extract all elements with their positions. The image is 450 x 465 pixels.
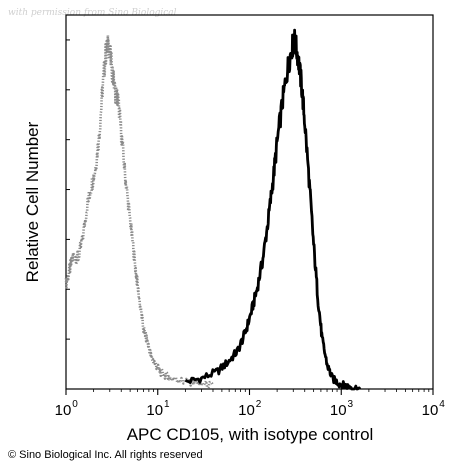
- x-tick-exponent: 3: [347, 399, 353, 410]
- copyright-text: © Sino Biological Inc. All rights reserv…: [8, 449, 203, 461]
- x-tick-label: 10: [422, 402, 439, 419]
- x-axis-ticks: 10 0 10 1 10 2 10 3 10 4: [55, 389, 445, 419]
- x-tick-label: 10: [238, 402, 255, 419]
- x-tick-label: 10: [55, 402, 72, 419]
- x-tick-exponent: 1: [164, 399, 170, 410]
- cd105-histogram: [184, 28, 362, 391]
- x-tick-exponent: 2: [256, 399, 262, 410]
- watermark-text: with permission from Sino Biological: [8, 8, 177, 18]
- y-axis-label: Relative Cell Number: [23, 121, 42, 282]
- series-layer: [64, 28, 362, 391]
- x-tick-label: 10: [330, 402, 347, 419]
- x-tick-exponent: 4: [439, 399, 445, 410]
- plot-frame: [65, 14, 434, 390]
- x-tick-exponent: 0: [72, 399, 78, 410]
- y-axis-ticks: [66, 39, 70, 340]
- x-tick-label: 10: [146, 402, 163, 419]
- isotype-control-histogram: [64, 34, 215, 389]
- x-axis-label: APC CD105, with isotype control: [127, 425, 374, 444]
